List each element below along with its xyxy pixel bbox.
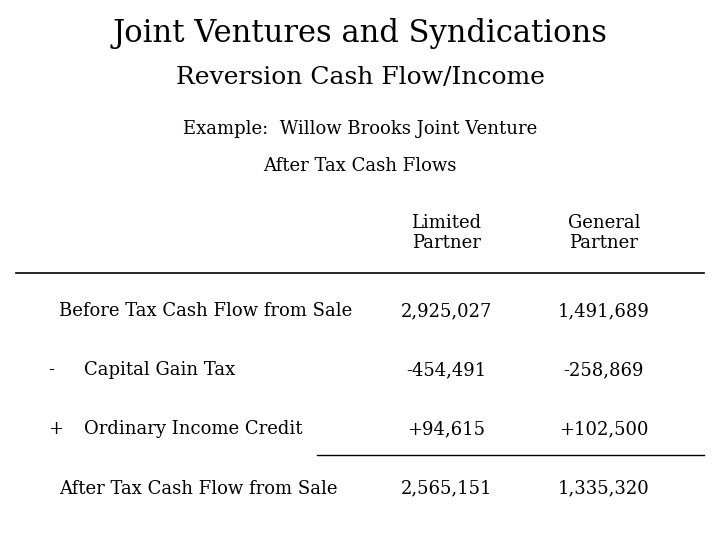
Text: Joint Ventures and Syndications: Joint Ventures and Syndications <box>112 17 608 49</box>
Text: After Tax Cash Flows: After Tax Cash Flows <box>264 157 456 175</box>
Text: 1,491,689: 1,491,689 <box>558 302 649 320</box>
Text: General
Partner: General Partner <box>567 214 640 252</box>
Text: +94,615: +94,615 <box>407 421 485 438</box>
Text: 2,925,027: 2,925,027 <box>400 302 492 320</box>
Text: Capital Gain Tax: Capital Gain Tax <box>84 361 235 379</box>
Text: Example:  Willow Brooks Joint Venture: Example: Willow Brooks Joint Venture <box>183 119 537 138</box>
Text: -258,869: -258,869 <box>564 361 644 379</box>
Text: Before Tax Cash Flow from Sale: Before Tax Cash Flow from Sale <box>59 302 352 320</box>
Text: Ordinary Income Credit: Ordinary Income Credit <box>84 421 302 438</box>
Text: Limited
Partner: Limited Partner <box>411 214 481 252</box>
Text: 2,565,151: 2,565,151 <box>400 480 492 497</box>
Text: -454,491: -454,491 <box>406 361 486 379</box>
Text: 1,335,320: 1,335,320 <box>558 480 649 497</box>
Text: +102,500: +102,500 <box>559 421 649 438</box>
Text: -: - <box>48 361 54 379</box>
Text: After Tax Cash Flow from Sale: After Tax Cash Flow from Sale <box>59 480 337 497</box>
Text: +: + <box>48 421 63 438</box>
Text: Reversion Cash Flow/Income: Reversion Cash Flow/Income <box>176 66 544 89</box>
